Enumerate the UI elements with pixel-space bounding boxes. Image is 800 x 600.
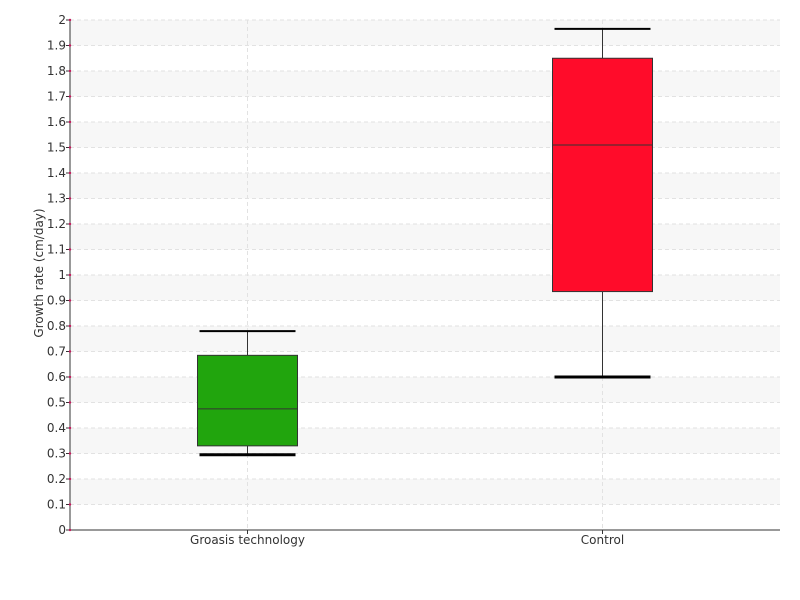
y-tick-dot bbox=[68, 171, 72, 175]
y-tick-label: 1.8 bbox=[47, 64, 66, 78]
y-tick-label: 1.5 bbox=[47, 141, 66, 155]
y-tick-label: 0.4 bbox=[47, 421, 66, 435]
y-tick-dot bbox=[68, 18, 72, 22]
y-tick-label: 0.6 bbox=[47, 370, 66, 384]
box-body bbox=[552, 57, 653, 293]
grid-band bbox=[70, 122, 780, 148]
y-tick-dot bbox=[68, 44, 72, 47]
y-tick-label: 1.9 bbox=[47, 39, 66, 53]
y-tick-dot bbox=[68, 350, 72, 353]
y-tick-label: 1.3 bbox=[47, 192, 66, 206]
y-tick-label: 1.6 bbox=[47, 115, 66, 129]
y-tick-label: 2 bbox=[58, 13, 66, 27]
y-tick-label: 1.7 bbox=[47, 90, 66, 104]
y-tick-dot bbox=[68, 120, 72, 124]
x-axis-labels: Groasis technology Control bbox=[190, 530, 624, 547]
box-body bbox=[197, 354, 298, 447]
y-tick-label: 0 bbox=[58, 523, 66, 537]
y-tick-label: 0.1 bbox=[47, 498, 66, 512]
y-tick-label: 0.8 bbox=[47, 319, 66, 333]
grid-band bbox=[70, 326, 780, 352]
y-tick-dot bbox=[68, 375, 72, 379]
x-category-label: Control bbox=[581, 533, 624, 547]
y-tick-dot bbox=[68, 528, 72, 532]
y-tick-label: 0.9 bbox=[47, 294, 66, 308]
y-tick-dot bbox=[68, 324, 72, 328]
grid-band bbox=[70, 173, 780, 199]
grid-band bbox=[70, 428, 780, 454]
y-tick-dot bbox=[68, 248, 72, 251]
boxes bbox=[197, 27, 653, 457]
y-tick-dot bbox=[68, 273, 72, 277]
grid-band bbox=[70, 479, 780, 505]
y-tick-label: 0.3 bbox=[47, 447, 66, 461]
y-tick-dot bbox=[68, 95, 72, 98]
y-tick-dot bbox=[68, 503, 72, 506]
grid-band bbox=[70, 275, 780, 301]
grid-lines bbox=[70, 19, 780, 530]
y-tick-dot bbox=[68, 452, 72, 455]
box-control bbox=[552, 27, 653, 379]
grid-band bbox=[70, 377, 780, 403]
y-tick-label: 1.4 bbox=[47, 166, 66, 180]
y-tick-label: 0.5 bbox=[47, 396, 66, 410]
y-axis-ticks: 0 0.1 0.2 0.3 0.4 0.5 0.6 0.7 0.8 0.9 1 1.1 1.2 1.3 1.… bbox=[47, 13, 72, 537]
y-tick-label: 1.2 bbox=[47, 217, 66, 231]
y-tick-dot bbox=[68, 197, 72, 200]
x-category-label: Groasis technology bbox=[190, 533, 305, 547]
y-tick-dot bbox=[68, 69, 72, 73]
y-tick-dot bbox=[68, 401, 72, 404]
grid-band bbox=[70, 71, 780, 97]
y-tick-label: 0.7 bbox=[47, 345, 66, 359]
y-axis-title: Growth rate (cm/day) bbox=[32, 208, 46, 337]
y-tick-dot bbox=[68, 146, 72, 149]
grid-bands bbox=[70, 20, 780, 505]
box-groasis-technology bbox=[197, 330, 298, 457]
grid-band bbox=[70, 20, 780, 46]
y-tick-dot bbox=[68, 477, 72, 481]
grid-band bbox=[70, 224, 780, 250]
y-tick-label: 1 bbox=[58, 268, 66, 282]
y-tick-dot bbox=[68, 426, 72, 430]
y-tick-dot bbox=[68, 299, 72, 302]
y-tick-label: 1.1 bbox=[47, 243, 66, 257]
y-tick-dot bbox=[68, 222, 72, 226]
y-tick-label: 0.2 bbox=[47, 472, 66, 486]
